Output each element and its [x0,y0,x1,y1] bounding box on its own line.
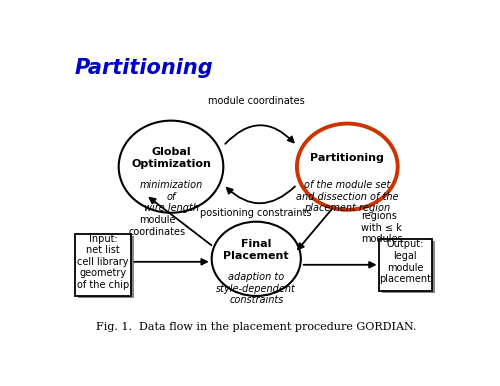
Text: Input:
net list
cell library
geometry
of the chip: Input: net list cell library geometry of… [77,234,130,290]
FancyBboxPatch shape [75,234,132,296]
Ellipse shape [297,124,398,210]
Text: Global
Optimization: Global Optimization [131,147,211,169]
Text: Final
Placement: Final Placement [224,239,289,261]
Text: regions
with ≤ k
modules: regions with ≤ k modules [361,211,403,244]
Text: Partitioning: Partitioning [74,58,213,78]
Text: Partitioning: Partitioning [310,153,384,163]
FancyBboxPatch shape [78,236,134,298]
Text: module
coordinates: module coordinates [129,215,186,237]
Ellipse shape [212,222,301,296]
Text: adaption to
style-dependent
constraints: adaption to style-dependent constraints [216,272,296,305]
FancyBboxPatch shape [380,239,432,291]
FancyBboxPatch shape [382,241,434,293]
Ellipse shape [118,120,224,213]
Text: Output:
legal
module
placement: Output: legal module placement [380,239,432,284]
Text: Fig. 1.  Data flow in the placement procedure GORDIAN.: Fig. 1. Data flow in the placement proce… [96,322,416,332]
Text: of the module set
and dissection of the
placement region: of the module set and dissection of the … [296,180,398,213]
Text: module coordinates: module coordinates [208,96,304,106]
Text: minimization
of
wire length: minimization of wire length [140,180,202,213]
Text: positioning constraints: positioning constraints [200,208,312,218]
